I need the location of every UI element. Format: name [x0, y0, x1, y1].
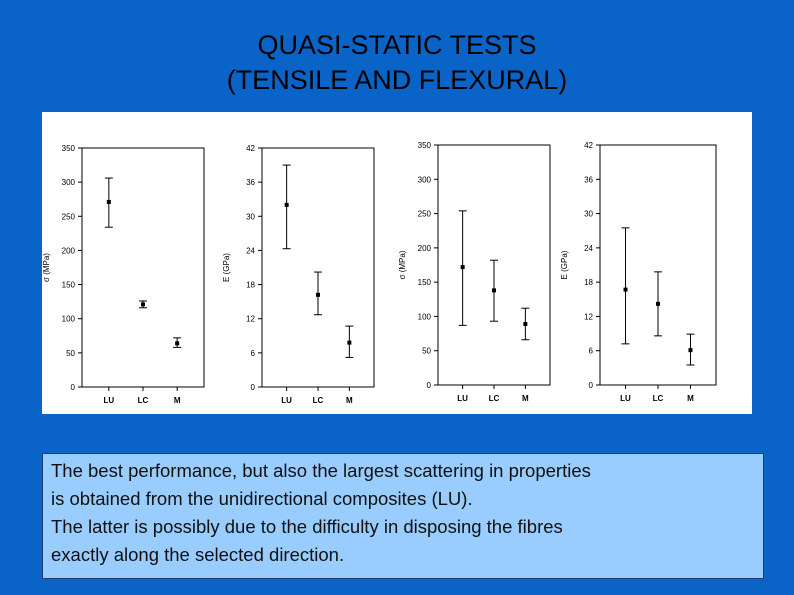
plot-3-y-tick-label: 200: [418, 244, 432, 253]
plot-1-y-tick-label: 350: [62, 144, 76, 153]
plot-3-y-tick-label: 50: [422, 347, 431, 356]
plot-3-y-tick-label: 100: [418, 312, 432, 321]
plot-3-point-lc: [492, 288, 496, 293]
plot-3-x-tick-label-lu: LU: [457, 394, 468, 403]
plot-4-y-tick-label: 24: [584, 244, 593, 253]
plot-3-point-m: [523, 321, 528, 326]
plot-4-y-tick-label: 12: [584, 312, 593, 321]
plot-2-x-tick-label-lc: LC: [313, 396, 324, 405]
plot-1-y-tick-label: 150: [62, 281, 76, 290]
plot-4-y-tick-label: 30: [584, 210, 593, 219]
plot-2-x-tick-label-lu: LU: [281, 396, 292, 405]
plot-2-y-tick-label: 24: [246, 246, 255, 255]
plot-4-y-axis-label: E (GPa): [560, 250, 569, 279]
plot-3-x-tick-label-m: M: [522, 394, 529, 403]
plot-2-point-lu: [284, 202, 289, 207]
plot-1-y-tick-label: 0: [71, 383, 76, 392]
plot-3-point-lu: [460, 265, 465, 270]
plot-4-y-tick-label: 18: [584, 278, 593, 287]
plot-2-x-tick-label-m: M: [346, 396, 353, 405]
conclusion-line-3: The latter is possibly due to the diffic…: [51, 516, 563, 537]
plot-4-x-tick-label-lc: LC: [653, 394, 664, 403]
plot-1-y-tick-label: 50: [66, 349, 75, 358]
plot-2-point-lc: [316, 292, 320, 297]
plot-1-x-tick-label-lu: LU: [104, 396, 115, 405]
plot-2-frame: [261, 147, 375, 388]
title-line-1: QUASI-STATIC TESTS: [257, 30, 537, 60]
plot-3-y-tick-label: 150: [418, 278, 432, 287]
slide-title: QUASI-STATIC TESTS (TENSILE AND FLEXURAL…: [0, 28, 794, 98]
plot-4-point-lc: [656, 301, 660, 306]
plot-2-y-tick-label: 18: [246, 281, 255, 290]
plot-1-y-tick-label: 100: [62, 315, 76, 324]
plot-3-x-tick-label-lc: LC: [489, 394, 500, 403]
plot-2-y-tick-label: 6: [251, 349, 256, 358]
plot-2-y-tick-label: 42: [246, 144, 255, 153]
plot-4-y-tick-label: 42: [584, 141, 593, 150]
plot-4-y-tick-label: 0: [589, 381, 594, 390]
plot-3-y-axis-label: σ (MPa): [398, 250, 407, 279]
plot-2-y-tick-label: 36: [246, 178, 255, 187]
plot-2-point-m: [347, 340, 352, 345]
plot-3-y-tick-label: 250: [418, 210, 432, 219]
conclusion-line-4: exactly along the selected direction.: [51, 544, 345, 565]
plot-4-x-tick-label-m: M: [687, 394, 694, 403]
plot-1-y-tick-label: 200: [62, 246, 76, 255]
plot-1-y-axis-label: σ (MPa): [42, 253, 51, 282]
plot-1-y-tick-label: 250: [62, 212, 76, 221]
plot-1-point-m: [175, 341, 180, 346]
charts-panel: 0 50 100 150 200 250 300 350 σ (MPa) LU LC M 0 6 12 18 2…: [42, 112, 752, 414]
conclusion-line-1: The best performance, but also the large…: [51, 460, 591, 481]
plot-4-x-tick-label-lu: LU: [620, 394, 631, 403]
conclusion-line-2: is obtained from the unidirectional comp…: [51, 488, 473, 509]
plot-4-y-tick-label: 6: [589, 347, 594, 356]
plot-1-point-lu: [106, 199, 111, 204]
plot-4-point-m: [688, 348, 693, 353]
plot-3-y-tick-label: 350: [418, 141, 432, 150]
plot-4-y-tick-label: 36: [584, 175, 593, 184]
plot-3-y-tick-label: 300: [418, 175, 432, 184]
plot-2-y-tick-label: 12: [246, 315, 255, 324]
plot-1-point-lc: [141, 302, 145, 307]
plot-1-x-tick-label-m: M: [174, 396, 181, 405]
plot-2-y-axis-label: E (GPa): [222, 253, 231, 282]
plot-2-y-tick-label: 30: [246, 212, 255, 221]
title-line-2: (TENSILE AND FLEXURAL): [226, 65, 568, 95]
plot-4-point-lu: [623, 287, 628, 292]
plot-1-frame: [81, 147, 205, 388]
plot-3-y-tick-label: 0: [427, 381, 432, 390]
plot-1-y-tick-label: 300: [62, 178, 76, 187]
plot-4-frame: [599, 144, 717, 386]
plot-1-x-tick-label-lc: LC: [138, 396, 149, 405]
conclusion-box: The best performance, but also the large…: [42, 453, 764, 579]
plot-2-y-tick-label: 0: [251, 383, 256, 392]
